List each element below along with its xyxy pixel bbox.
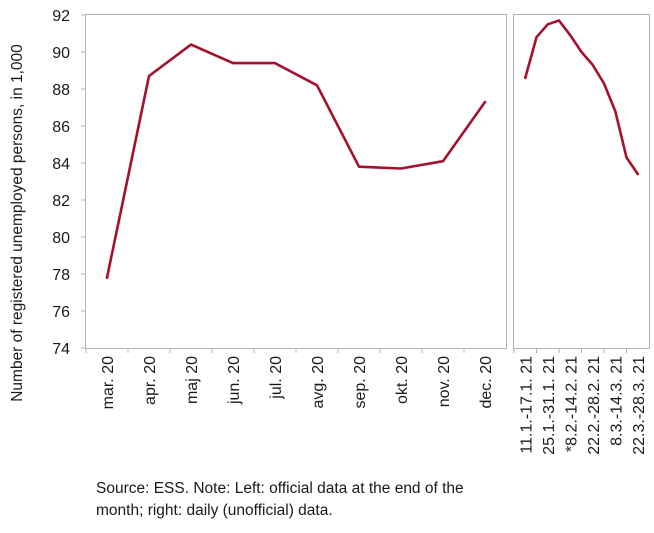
right-series-line bbox=[523, 19, 640, 176]
x-tick-label: apr. 20 bbox=[142, 356, 159, 405]
left-panel-monthly: mar. 20 apr. 20 maj 20 jun. 20 jul. 20 avg. 2… bbox=[85, 14, 507, 409]
x-tick-label: 22.3.-28.3. 21 bbox=[631, 356, 648, 455]
y-tick-label: 88 bbox=[52, 82, 70, 99]
right-series-group bbox=[523, 19, 640, 176]
left-series-line bbox=[105, 43, 487, 280]
left-plot-frame bbox=[85, 14, 507, 349]
x-tick-label: mar. 20 bbox=[100, 356, 117, 409]
y-axis-title-group: Number of registered unemployed persons,… bbox=[9, 44, 26, 402]
x-tick-label: 22.2.-28.2. 21 bbox=[586, 356, 603, 455]
left-x-tick-labels: mar. 20 apr. 20 maj 20 jun. 20 jul. 20 avg. 2… bbox=[85, 348, 495, 409]
x-tick-label: dec. 20 bbox=[478, 356, 495, 409]
y-tick-labels: 74 76 78 80 82 84 86 88 90 92 bbox=[52, 8, 86, 358]
x-tick-label: nov. 20 bbox=[436, 356, 453, 407]
x-tick-label: jun. 20 bbox=[226, 356, 243, 405]
y-axis-title: Number of registered unemployed persons,… bbox=[9, 44, 26, 402]
x-tick-label: sep. 20 bbox=[352, 356, 369, 409]
right-panel-daily: 11.1.-17.1. 21 25.1.-31.1. 21 *8.2.-14.2. … bbox=[513, 14, 650, 455]
right-plot-frame bbox=[513, 14, 650, 349]
y-tick-label: 78 bbox=[52, 267, 70, 284]
x-tick-label: jul. 20 bbox=[268, 356, 285, 400]
y-tick-label: 76 bbox=[52, 304, 70, 321]
x-tick-label: 25.1.-31.1. 21 bbox=[541, 356, 558, 455]
x-tick-label: avg. 20 bbox=[310, 356, 327, 409]
y-tick-label: 90 bbox=[52, 45, 70, 62]
y-tick-label: 82 bbox=[52, 193, 70, 210]
x-tick-label: okt. 20 bbox=[394, 356, 411, 404]
y-tick-label: 84 bbox=[52, 156, 70, 173]
y-tick-label: 86 bbox=[52, 119, 70, 136]
y-tick-label: 80 bbox=[52, 230, 70, 247]
x-tick-label: 11.1.-17.1. 21 bbox=[518, 356, 535, 454]
right-x-tick-labels: 11.1.-17.1. 21 25.1.-31.1. 21 *8.2.-14.2. … bbox=[513, 348, 648, 455]
left-series-group bbox=[105, 43, 487, 280]
x-tick-label: *8.2.-14.2. 21 bbox=[563, 356, 580, 452]
y-tick-label: 74 bbox=[52, 341, 70, 358]
y-tick-label: 92 bbox=[52, 8, 70, 25]
x-tick-label: 8.3.-14.3. 21 bbox=[608, 356, 625, 446]
source-note: Source: ESS. Note: Left: official data a… bbox=[96, 480, 464, 519]
x-tick-label: maj 20 bbox=[184, 356, 201, 404]
